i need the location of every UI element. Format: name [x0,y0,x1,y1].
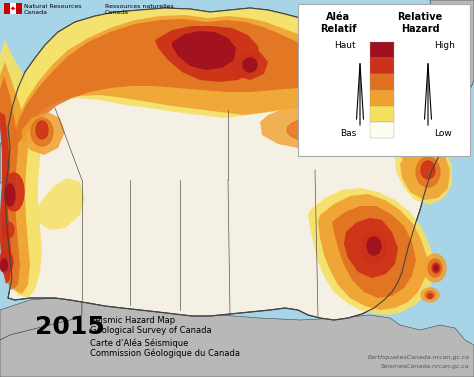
Polygon shape [0,62,30,294]
Polygon shape [0,130,22,188]
Polygon shape [0,76,20,290]
Bar [370,74,394,90]
Text: Ressources naturelles
Canada: Ressources naturelles Canada [105,4,174,15]
Polygon shape [0,300,474,377]
Bar [4,3,10,14]
Bar [10,3,16,14]
Ellipse shape [36,121,48,139]
Bar [370,90,394,106]
Ellipse shape [300,121,330,135]
Polygon shape [332,206,416,298]
Ellipse shape [421,288,439,302]
Polygon shape [22,112,65,155]
Polygon shape [36,178,85,230]
Text: Seismic Hazard Map: Seismic Hazard Map [90,316,175,325]
Ellipse shape [416,157,440,187]
Text: Low: Low [434,130,452,138]
Ellipse shape [432,263,440,273]
Ellipse shape [421,161,435,179]
Polygon shape [8,8,440,170]
Ellipse shape [287,119,337,141]
Ellipse shape [4,173,24,211]
Ellipse shape [31,118,53,146]
Circle shape [243,58,257,72]
Polygon shape [0,40,42,298]
Polygon shape [260,106,360,155]
Text: 2015: 2015 [35,315,105,339]
Text: Aléa
Relatif: Aléa Relatif [320,12,356,34]
Polygon shape [12,19,374,148]
Polygon shape [230,50,268,80]
Ellipse shape [5,184,15,206]
Polygon shape [0,298,82,340]
Bar [298,4,470,156]
Polygon shape [0,112,12,284]
Text: Relative
Hazard: Relative Hazard [397,12,443,34]
Text: Bas: Bas [340,130,356,138]
Text: High: High [434,41,455,51]
Ellipse shape [367,237,381,255]
Text: Haut: Haut [334,41,356,51]
Polygon shape [400,146,450,200]
Text: Geological Survey of Canada: Geological Survey of Canada [90,326,211,335]
Text: SeismesCanada.nrcan.gc.ca: SeismesCanada.nrcan.gc.ca [382,364,470,369]
Polygon shape [8,15,408,162]
Ellipse shape [362,232,386,264]
Ellipse shape [424,254,446,282]
Polygon shape [308,188,435,315]
Ellipse shape [428,294,432,299]
Ellipse shape [0,251,13,273]
Text: EarthquakesCanada.nrcan.gc.ca: EarthquakesCanada.nrcan.gc.ca [368,355,470,360]
Bar [370,106,394,122]
Polygon shape [430,0,474,95]
Text: Carte d’Aléa Séismique: Carte d’Aléa Séismique [90,338,188,348]
Bar [370,42,394,58]
Polygon shape [318,194,428,310]
Ellipse shape [434,265,438,271]
Bar [370,58,394,74]
Polygon shape [155,26,260,82]
Bar [16,3,22,14]
Polygon shape [344,218,398,278]
Ellipse shape [0,259,8,271]
Polygon shape [395,138,452,205]
Bar [370,122,394,138]
Text: Commission Géologique du Canada: Commission Géologique du Canada [90,348,240,357]
Ellipse shape [425,291,435,299]
Text: ✦: ✦ [10,6,16,12]
Polygon shape [172,31,236,70]
Text: Natural Resources
Canada: Natural Resources Canada [24,4,82,15]
Ellipse shape [2,222,14,238]
Polygon shape [5,8,440,320]
Ellipse shape [428,259,442,277]
